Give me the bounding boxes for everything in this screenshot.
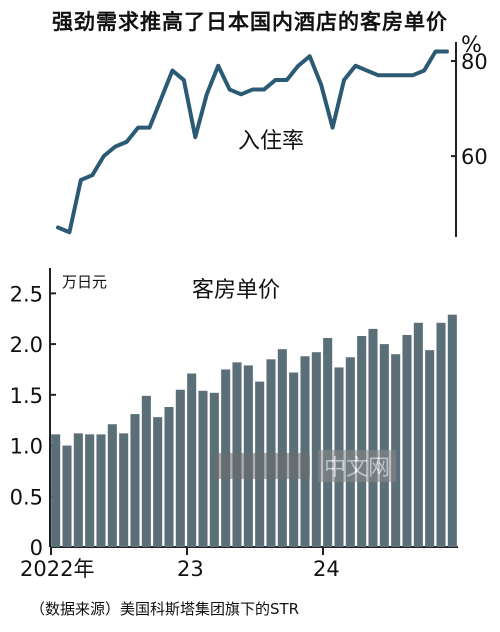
room-rate-y-tick-label: 2.0: [10, 333, 43, 357]
room-rate-bar: [164, 406, 174, 547]
room-rate-y-tick-label: 1.5: [10, 384, 43, 408]
room-rate-bar: [187, 373, 197, 547]
room-rate-bar: [300, 356, 310, 547]
room-rate-bar: [379, 344, 389, 547]
room-rate-bar: [107, 424, 117, 547]
room-rate-title: 客房单价: [192, 278, 280, 303]
room-rate-bar: [413, 322, 423, 547]
room-rate-x-tick-label: 24: [313, 557, 340, 581]
room-rate-bar: [198, 390, 208, 547]
chart-title: 强劲需求推高了日本国内酒店的客房单价: [52, 10, 448, 34]
room-rate-y-tick-label: 0: [30, 536, 43, 560]
watermark: 中文网: [214, 450, 397, 482]
room-rate-bar: [85, 434, 95, 547]
room-rate-y-tick-label: 0.5: [10, 485, 43, 509]
room-rate-bar: [447, 314, 457, 547]
occupancy-y-tick-label: 60: [461, 145, 488, 169]
room-rate-bar: [402, 334, 412, 547]
occupancy-unit-label: %: [461, 33, 482, 58]
room-rate-bar: [436, 322, 446, 547]
room-rate-bar: [141, 395, 151, 547]
room-rate-bar: [368, 328, 378, 547]
room-rate-bar: [62, 445, 72, 547]
room-rate-bar: [323, 338, 333, 547]
watermark-text: 中文网: [318, 450, 397, 482]
room-rate-bar: [425, 350, 435, 547]
watermark-logo: [214, 453, 310, 479]
room-rate-bar: [51, 434, 61, 547]
room-rate-bar: [119, 433, 129, 547]
room-rate-unit-label: 万日元: [62, 273, 107, 291]
room-rate-bar: [130, 414, 140, 547]
room-rate-bar: [153, 417, 163, 547]
room-rate-y-tick-label: 1.0: [10, 435, 43, 459]
room-rate-bar: [96, 434, 106, 547]
source-note: （数据来源）美国科斯塔集团旗下的STR: [30, 600, 300, 618]
occupancy-line-chart: % 60 80 入住率: [56, 33, 488, 237]
room-rate-bar: [311, 352, 321, 547]
room-rate-bar-chart: 万日元 客房单价 0 0.5 1.0 1.5 2.0 2.5 2022年 23 24: [10, 268, 458, 581]
room-rate-bar: [357, 335, 367, 547]
room-rate-bar: [277, 349, 287, 547]
occupancy-y-tick-label: 80: [461, 50, 488, 74]
room-rate-x-tick-label: 23: [177, 557, 204, 581]
occupancy-series-line: [56, 49, 449, 235]
room-rate-bar: [73, 433, 83, 547]
room-rate-x-tick-label: 2022年: [20, 557, 94, 581]
occupancy-series-label: 入住率: [238, 129, 304, 154]
room-rate-y-tick-label: 2.5: [10, 282, 43, 306]
room-rate-bar: [175, 389, 185, 547]
